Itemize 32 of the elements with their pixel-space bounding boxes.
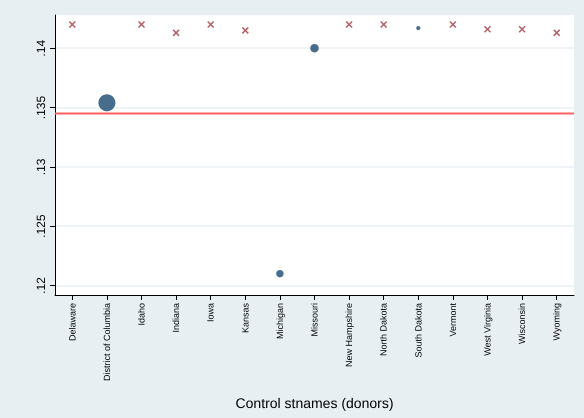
x-tick-label: Vermont (448, 302, 458, 337)
point (518, 25, 526, 33)
point (138, 20, 146, 28)
x-tick-label: Idaho (136, 303, 146, 326)
x-tick-label: Michigan (274, 303, 285, 340)
point (242, 26, 250, 34)
x-tick-label: South Dakota (413, 303, 424, 358)
x-tick-label: District of Columbia (102, 303, 112, 382)
x-tick-label: Iowa (206, 303, 216, 322)
x-tick-label: Delaware (67, 303, 78, 342)
y-tick-label: .125 (34, 214, 48, 238)
point (552, 29, 560, 37)
point (172, 29, 180, 37)
y-tick-label: .13 (34, 158, 48, 176)
x-tick-label: Wyoming (552, 303, 562, 340)
point (449, 20, 457, 28)
x-tick-label: North Dakota (378, 303, 389, 356)
x-tick-label: Indiana (171, 303, 182, 333)
point (345, 20, 353, 28)
point (484, 25, 492, 33)
y-tick-label: .14 (34, 40, 48, 57)
point (380, 20, 388, 28)
point (206, 20, 214, 28)
x-tick-label: New Hampshire (344, 303, 354, 368)
x-tick-label: Wisconsin (517, 303, 528, 344)
x-axis-title: Control stnames (donors) (236, 395, 394, 411)
y-tick-label: .12 (34, 276, 48, 294)
x-tick-label: Kansas (240, 302, 250, 334)
point (68, 20, 76, 28)
x-tick-label: Missouri (310, 303, 320, 337)
y-tick-label: .135 (34, 96, 48, 120)
x-tick-label: West Virginia (482, 303, 492, 356)
